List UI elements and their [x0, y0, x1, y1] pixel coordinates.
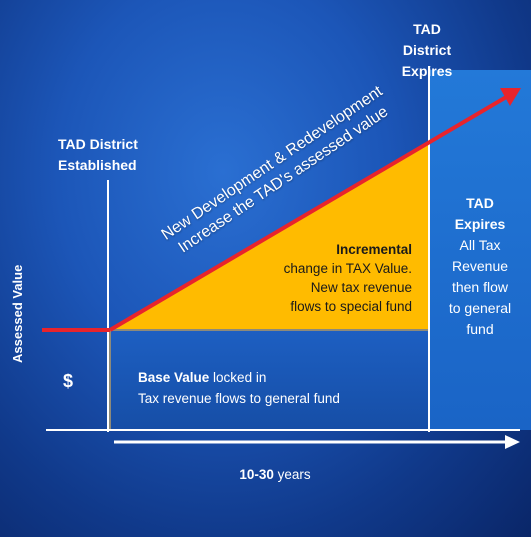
established-line1: TAD District — [58, 136, 138, 152]
incremental-line2: change in TAX Value. — [283, 261, 412, 276]
x-axis-label-rest: years — [273, 467, 311, 482]
x-axis-label: 10-30 years — [220, 467, 330, 483]
base-value-rest: locked in — [209, 370, 267, 385]
expires-box-line1: TAD — [466, 195, 494, 211]
tad-expires-label: TAD District Expires — [392, 19, 462, 82]
incremental-title: Incremental — [336, 242, 412, 257]
base-line2: Tax revenue flows to general fund — [138, 391, 340, 406]
base-value-region — [109, 329, 430, 431]
x-axis-label-bold: 10-30 — [239, 467, 274, 482]
expires-box-line7: fund — [466, 321, 494, 337]
incremental-line3: New tax revenue — [310, 280, 412, 295]
growth-arrow-line — [108, 94, 510, 332]
incremental-text: Incremental change in TAX Value. New tax… — [252, 240, 412, 316]
incremental-line4: flows to special fund — [290, 299, 412, 314]
expires-region — [429, 70, 531, 430]
dollar-sign: $ — [63, 371, 74, 391]
y-axis-label: Assessed Value — [10, 264, 26, 363]
expires-box-line3: All Tax — [459, 237, 501, 253]
expires-box-line5: then flow — [451, 279, 509, 295]
expires-box-line4: Revenue — [451, 258, 509, 274]
expires-box-line6: to general — [448, 300, 512, 316]
base-line1: Base Value locked in — [138, 367, 340, 388]
tad-established-label: TAD District Established — [58, 134, 138, 176]
x-axis-arrowhead — [505, 435, 520, 449]
base-value-text: Base Value locked in Tax revenue flows t… — [138, 367, 340, 409]
expires-line1: TAD District — [402, 21, 452, 58]
expires-line2: Expires — [401, 63, 453, 79]
expires-box-text: TAD Expires All Tax Revenue then flow to… — [434, 193, 526, 340]
expires-box-line2: Expires — [454, 216, 506, 232]
established-line2: Established — [58, 157, 137, 173]
growth-arrowhead — [500, 88, 521, 106]
base-value-title: Base Value — [138, 370, 210, 385]
